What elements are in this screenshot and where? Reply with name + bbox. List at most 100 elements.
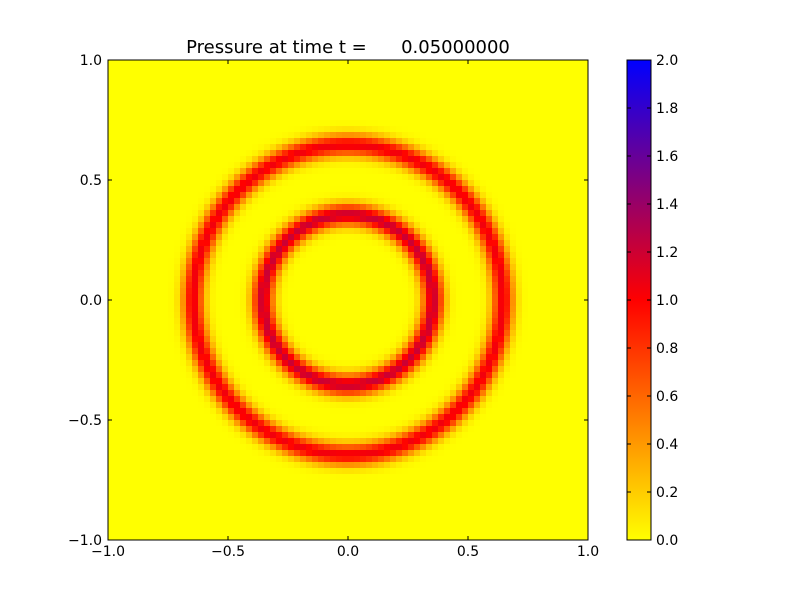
heatmap-cell	[324, 96, 331, 103]
heatmap-cell	[288, 384, 295, 391]
heatmap-cell	[186, 432, 193, 439]
heatmap-cell	[240, 372, 247, 379]
heatmap-cell	[426, 162, 433, 169]
heatmap-cell	[366, 108, 373, 115]
heatmap-cell	[354, 60, 361, 67]
heatmap-cell	[372, 246, 379, 253]
heatmap-cell	[216, 324, 223, 331]
heatmap-cell	[108, 432, 115, 439]
heatmap-cell	[486, 426, 493, 433]
heatmap-cell	[312, 390, 319, 397]
heatmap-cell	[408, 144, 415, 151]
heatmap-cell	[360, 396, 367, 403]
heatmap-cell	[144, 216, 151, 223]
heatmap-cell	[246, 372, 253, 379]
heatmap-cell	[462, 216, 469, 223]
heatmap-cell	[264, 210, 271, 217]
heatmap-cell	[570, 186, 577, 193]
heatmap-cell	[498, 420, 505, 427]
heatmap-cell	[348, 96, 355, 103]
heatmap-cell	[222, 144, 229, 151]
heatmap-cell	[570, 120, 577, 127]
heatmap-cell	[420, 156, 427, 163]
heatmap-cell	[384, 222, 391, 229]
heatmap-cell	[390, 420, 397, 427]
heatmap-cell	[366, 72, 373, 79]
heatmap-cell	[426, 264, 433, 271]
heatmap-cell	[498, 372, 505, 379]
heatmap-cell	[426, 348, 433, 355]
heatmap-cell	[546, 384, 553, 391]
heatmap-cell	[114, 150, 121, 157]
heatmap-cell	[180, 378, 187, 385]
heatmap-cell	[540, 378, 547, 385]
heatmap-cell	[186, 264, 193, 271]
heatmap-cell	[150, 192, 157, 199]
heatmap-cell	[162, 144, 169, 151]
heatmap-cell	[354, 234, 361, 241]
heatmap-cell	[264, 306, 271, 313]
heatmap-cell	[306, 252, 313, 259]
heatmap-cell	[456, 324, 463, 331]
heatmap-cell	[552, 252, 559, 259]
heatmap-cell	[126, 102, 133, 109]
heatmap-cell	[342, 162, 349, 169]
heatmap-cell	[504, 288, 511, 295]
heatmap-cell	[228, 414, 235, 421]
heatmap-cell	[252, 270, 259, 277]
heatmap-cell	[558, 102, 565, 109]
heatmap-cell	[210, 252, 217, 259]
heatmap-cell	[360, 288, 367, 295]
heatmap-cell	[444, 66, 451, 73]
heatmap-cell	[282, 276, 289, 283]
heatmap-cell	[240, 102, 247, 109]
heatmap-cell	[480, 366, 487, 373]
heatmap-cell	[462, 198, 469, 205]
heatmap-cell	[522, 354, 529, 361]
heatmap-cell	[492, 366, 499, 373]
heatmap-cell	[324, 354, 331, 361]
heatmap-cell	[180, 108, 187, 115]
heatmap-cell	[270, 138, 277, 145]
heatmap-cell	[390, 180, 397, 187]
heatmap-cell	[444, 72, 451, 79]
heatmap-cell	[180, 414, 187, 421]
heatmap-cell	[372, 186, 379, 193]
heatmap-cell	[270, 162, 277, 169]
heatmap-cell	[288, 114, 295, 121]
heatmap-cell	[324, 102, 331, 109]
heatmap-cell	[156, 348, 163, 355]
heatmap-cell	[432, 246, 439, 253]
heatmap-cell	[426, 66, 433, 73]
heatmap-cell	[252, 204, 259, 211]
heatmap-cell	[402, 114, 409, 121]
heatmap-cell	[420, 168, 427, 175]
heatmap-cell	[378, 330, 385, 337]
heatmap-cell	[336, 372, 343, 379]
heatmap-cell	[450, 216, 457, 223]
heatmap-cell	[456, 282, 463, 289]
heatmap-cell	[474, 300, 481, 307]
heatmap-cell	[516, 192, 523, 199]
heatmap-cell	[210, 138, 217, 145]
heatmap-cell	[144, 390, 151, 397]
heatmap-cell	[180, 198, 187, 205]
heatmap-cell	[534, 390, 541, 397]
heatmap-cell	[510, 96, 517, 103]
heatmap-cell	[336, 336, 343, 343]
heatmap-cell	[252, 60, 259, 67]
heatmap-cell	[192, 324, 199, 331]
heatmap-cell	[546, 318, 553, 325]
heatmap-cell	[288, 258, 295, 265]
heatmap-cell	[384, 360, 391, 367]
heatmap-cell	[294, 84, 301, 91]
heatmap-cell	[258, 348, 265, 355]
heatmap-cell	[198, 264, 205, 271]
heatmap-cell	[516, 156, 523, 163]
heatmap-cell	[336, 366, 343, 373]
heatmap-cell	[222, 372, 229, 379]
heatmap-cell	[252, 216, 259, 223]
heatmap-cell	[498, 210, 505, 217]
heatmap-cell	[126, 300, 133, 307]
heatmap-cell	[576, 144, 583, 151]
